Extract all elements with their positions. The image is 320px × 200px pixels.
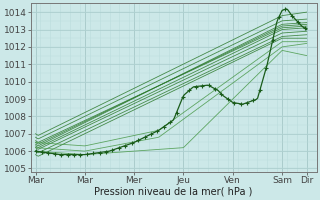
X-axis label: Pression niveau de la mer( hPa ): Pression niveau de la mer( hPa ) xyxy=(94,187,253,197)
